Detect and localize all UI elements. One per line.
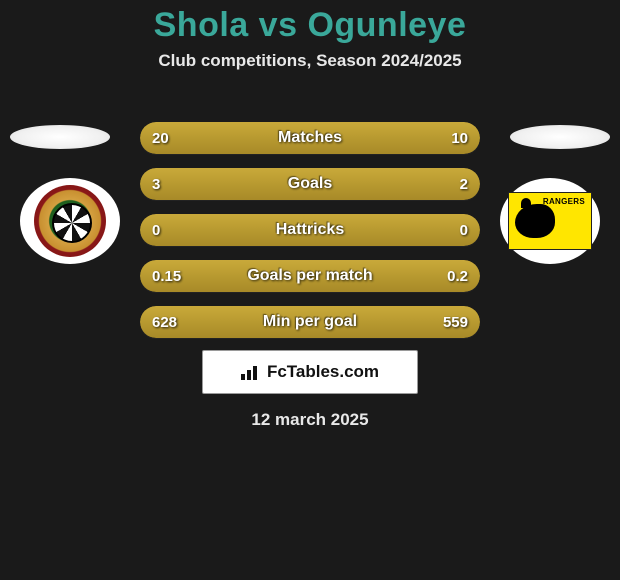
club-right-label: RANGERS (543, 197, 585, 206)
stat-label: Matches (140, 122, 480, 154)
attribution-badge[interactable]: FcTables.com (202, 350, 418, 394)
comparison-bars: 2010Matches 32Goals 00Hattricks 0.150.2Goal… (140, 122, 480, 352)
stat-bar: 0.150.2Goals per match (140, 260, 480, 292)
panther-icon (515, 204, 555, 238)
stat-label: Hattricks (140, 214, 480, 246)
player2-photo (510, 125, 610, 149)
player1-photo (10, 125, 110, 149)
player2-name: Ogunleye (307, 6, 466, 44)
stat-bar: 628559Min per goal (140, 306, 480, 338)
club-crest-left-icon (34, 185, 106, 257)
bar-chart-icon (241, 364, 261, 380)
stat-bar: 00Hattricks (140, 214, 480, 246)
stat-bar: 2010Matches (140, 122, 480, 154)
player1-name: Shola (154, 6, 249, 44)
player1-club-badge (20, 178, 120, 264)
club-crest-right-icon: RANGERS (508, 192, 592, 250)
date-label: 12 march 2025 (0, 410, 620, 430)
player2-club-badge: RANGERS (500, 178, 600, 264)
attribution-text: FcTables.com (267, 362, 379, 382)
comparison-title: Shola vs Ogunleye (0, 0, 620, 45)
stat-label: Min per goal (140, 306, 480, 338)
stat-label: Goals (140, 168, 480, 200)
stat-label: Goals per match (140, 260, 480, 292)
subtitle: Club competitions, Season 2024/2025 (0, 51, 620, 71)
vs-label: vs (259, 6, 298, 44)
stat-bar: 32Goals (140, 168, 480, 200)
